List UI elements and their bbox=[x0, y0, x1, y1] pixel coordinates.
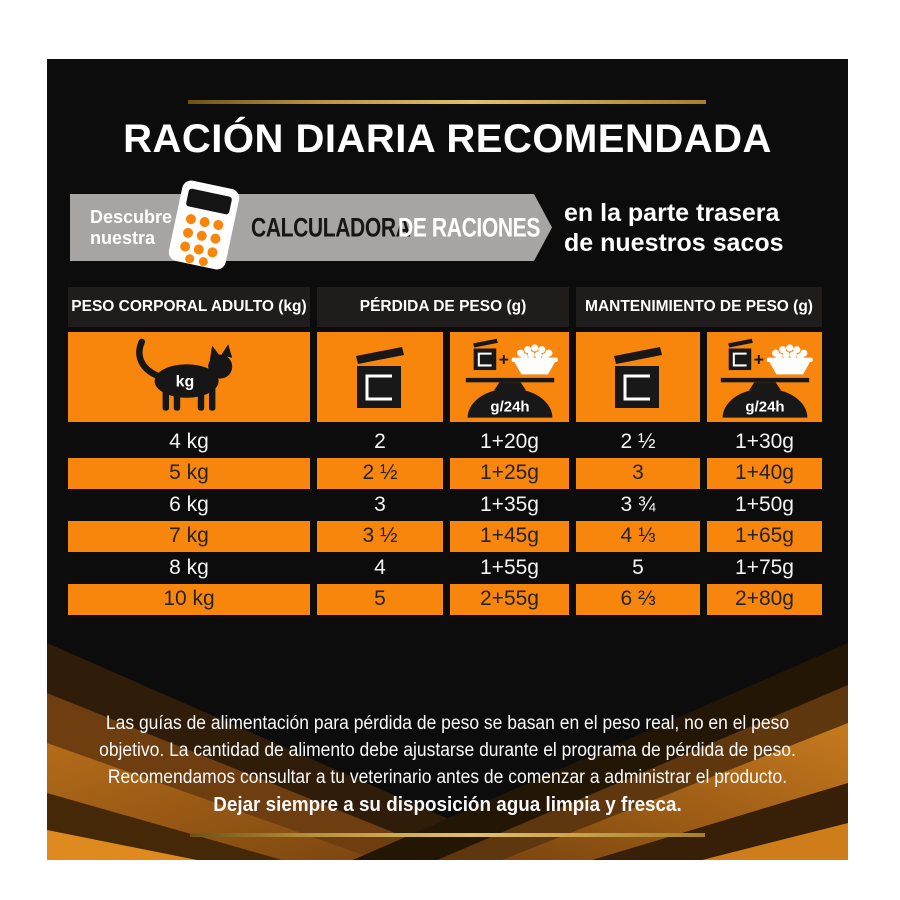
maintenance-grams-cell: 1+40g bbox=[707, 457, 822, 489]
loss-pouches-cell: 2 ½ bbox=[317, 457, 443, 489]
loss-pouches-cell: 2 bbox=[374, 429, 386, 453]
feeding-guidelines-text: Las guías de alimentación para pérdida d… bbox=[79, 710, 816, 818]
loss-grams-cell: 1+55g bbox=[480, 555, 539, 579]
table-row: 8 kg 4 1+55g 5 1+75g bbox=[68, 552, 822, 584]
calculator-word-2: DE RACIONES bbox=[398, 212, 540, 242]
maintenance-grams-cell: 1+30g bbox=[735, 429, 794, 453]
cat-kg-label: kg bbox=[176, 374, 195, 391]
water-reminder-text: Dejar siempre a su disposición agua limp… bbox=[213, 793, 682, 816]
weight-cell: 6 kg bbox=[169, 492, 209, 516]
maintenance-pouches-cell: 6 ⅔ bbox=[576, 583, 700, 615]
maintenance-pouches-cell: 3 ¾ bbox=[620, 492, 656, 516]
gold-divider-top bbox=[188, 100, 706, 104]
weight-cell: 4 kg bbox=[169, 429, 209, 453]
banner-discover-text: Descubre nuestra bbox=[90, 207, 173, 249]
maintenance-pouch-cell bbox=[576, 332, 700, 422]
loss-pouch-cell bbox=[317, 332, 443, 422]
calculator-word: CALCULADORA bbox=[251, 212, 411, 242]
header-body-weight: PESO CORPORAL ADULTO (kg) bbox=[68, 287, 310, 327]
scale-icon: + g/24h bbox=[465, 338, 558, 418]
table-row: 7 kg 3 ½ 1+45g 4 ⅓ 1+65g bbox=[68, 520, 822, 552]
table-row: 4 kg 2 1+20g 2 ½ 1+30g bbox=[68, 426, 822, 458]
loss-scale-cell: + g/24h bbox=[450, 332, 569, 422]
maintenance-pouches-cell: 2 ½ bbox=[620, 429, 656, 453]
loss-grams-cell: 1+25g bbox=[450, 457, 569, 489]
table-icon-row: kg + bbox=[68, 332, 822, 422]
loss-grams-cell: 2+55g bbox=[450, 583, 569, 615]
feeding-guide-poster: RACIÓN DIARIA RECOMENDADA Descubre nuest… bbox=[47, 59, 848, 860]
guidelines-line: Recomendamos consultar a tu veterinario … bbox=[107, 767, 788, 788]
maintenance-grams-cell: 1+50g bbox=[735, 492, 794, 516]
table-header-row: PESO CORPORAL ADULTO (kg) PÉRDIDA DE PES… bbox=[68, 287, 822, 327]
weight-cell: 8 kg bbox=[169, 555, 209, 579]
weight-cell: 7 kg bbox=[68, 520, 310, 552]
maintenance-pouches-cell: 3 bbox=[576, 457, 700, 489]
maintenance-grams-cell: 1+75g bbox=[735, 555, 794, 579]
cat-icon: kg bbox=[136, 338, 233, 411]
scale-unit-label: g/24h bbox=[745, 398, 784, 415]
loss-pouches-cell: 4 bbox=[374, 555, 386, 579]
calculator-banner: Descubre nuestra CALCULADORA DE RACIONES bbox=[70, 194, 552, 261]
table-row: 5 kg 2 ½ 1+25g 3 1+40g bbox=[68, 457, 822, 489]
loss-pouches-cell: 3 bbox=[374, 492, 386, 516]
kibble-bowl-icon bbox=[766, 344, 813, 375]
maintenance-grams-cell: 1+65g bbox=[707, 520, 822, 552]
copper-diagonal-background bbox=[47, 643, 848, 860]
cat-cell: kg bbox=[68, 332, 310, 422]
weight-cell: 10 kg bbox=[68, 583, 310, 615]
calculator-icon bbox=[168, 180, 240, 270]
weight-cell: 5 kg bbox=[68, 457, 310, 489]
header-weight-loss: PÉRDIDA DE PESO (g) bbox=[317, 287, 569, 327]
maintenance-pouches-cell: 4 ⅓ bbox=[576, 520, 700, 552]
feeding-table: PESO CORPORAL ADULTO (kg) PÉRDIDA DE PES… bbox=[68, 287, 822, 615]
page-title: RACIÓN DIARIA RECOMENDADA bbox=[123, 117, 772, 161]
gold-divider-bottom bbox=[190, 833, 705, 837]
scale-icon: + g/24h bbox=[720, 338, 813, 418]
maintenance-pouches-cell: 5 bbox=[632, 555, 644, 579]
table-row: 6 kg 3 1+35g 3 ¾ 1+50g bbox=[68, 489, 822, 521]
maintenance-scale-cell: + g/24h bbox=[707, 332, 822, 422]
loss-grams-cell: 1+20g bbox=[480, 429, 539, 453]
table-row: 10 kg 5 2+55g 6 ⅔ 2+80g bbox=[68, 583, 822, 615]
table-body: 4 kg 2 1+20g 2 ½ 1+30g 5 kg 2 ½ 1+25g 3 … bbox=[68, 426, 822, 615]
maintenance-grams-cell: 2+80g bbox=[707, 583, 822, 615]
banner-location-text: en la parte trasera de nuestros sacos bbox=[564, 199, 784, 257]
loss-pouches-cell: 5 bbox=[317, 583, 443, 615]
kibble-bowl-icon bbox=[511, 344, 558, 375]
guidelines-line: objetivo. La cantidad de alimento debe a… bbox=[99, 740, 796, 761]
guidelines-line: Las guías de alimentación para pérdida d… bbox=[105, 713, 790, 734]
pouch-icon bbox=[614, 347, 662, 408]
loss-grams-cell: 1+45g bbox=[450, 520, 569, 552]
header-weight-maintenance: MANTENIMIENTO DE PESO (g) bbox=[576, 287, 822, 327]
pouch-icon bbox=[356, 347, 404, 408]
plus-sign: + bbox=[498, 350, 508, 370]
loss-grams-cell: 1+35g bbox=[480, 492, 539, 516]
scale-unit-label: g/24h bbox=[490, 398, 529, 415]
loss-pouches-cell: 3 ½ bbox=[317, 520, 443, 552]
plus-sign: + bbox=[753, 350, 763, 370]
